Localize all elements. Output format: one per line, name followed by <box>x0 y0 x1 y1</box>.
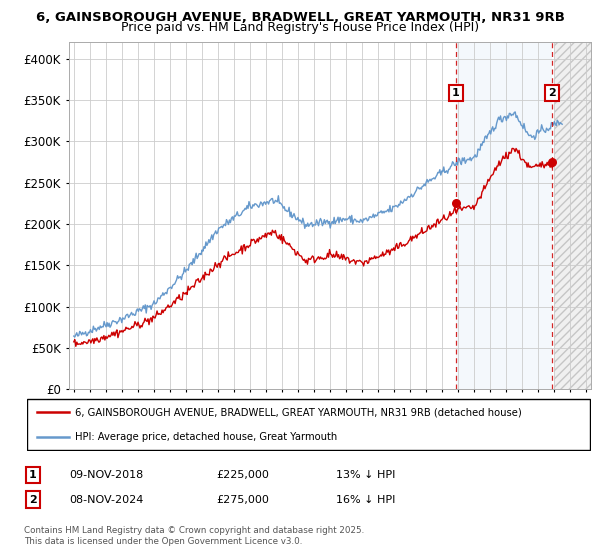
Bar <box>554 42 591 389</box>
Text: £225,000: £225,000 <box>216 470 269 480</box>
Text: 1: 1 <box>29 470 37 480</box>
Bar <box>554 42 591 389</box>
Text: 09-NOV-2018: 09-NOV-2018 <box>69 470 143 480</box>
Text: 6, GAINSBOROUGH AVENUE, BRADWELL, GREAT YARMOUTH, NR31 9RB (detached house): 6, GAINSBOROUGH AVENUE, BRADWELL, GREAT … <box>75 408 521 418</box>
Text: 2: 2 <box>548 88 556 98</box>
Text: 08-NOV-2024: 08-NOV-2024 <box>69 494 143 505</box>
Text: 2: 2 <box>29 494 37 505</box>
Text: Contains HM Land Registry data © Crown copyright and database right 2025.
This d: Contains HM Land Registry data © Crown c… <box>24 526 364 546</box>
FancyBboxPatch shape <box>27 399 590 450</box>
Point <box>451 199 461 208</box>
Point <box>547 157 557 166</box>
Bar <box>456 42 552 389</box>
Text: 16% ↓ HPI: 16% ↓ HPI <box>336 494 395 505</box>
Text: £275,000: £275,000 <box>216 494 269 505</box>
Text: HPI: Average price, detached house, Great Yarmouth: HPI: Average price, detached house, Grea… <box>75 432 337 442</box>
Text: 6, GAINSBOROUGH AVENUE, BRADWELL, GREAT YARMOUTH, NR31 9RB: 6, GAINSBOROUGH AVENUE, BRADWELL, GREAT … <box>35 11 565 24</box>
Text: 13% ↓ HPI: 13% ↓ HPI <box>336 470 395 480</box>
Text: Price paid vs. HM Land Registry's House Price Index (HPI): Price paid vs. HM Land Registry's House … <box>121 21 479 34</box>
Text: 1: 1 <box>452 88 460 98</box>
